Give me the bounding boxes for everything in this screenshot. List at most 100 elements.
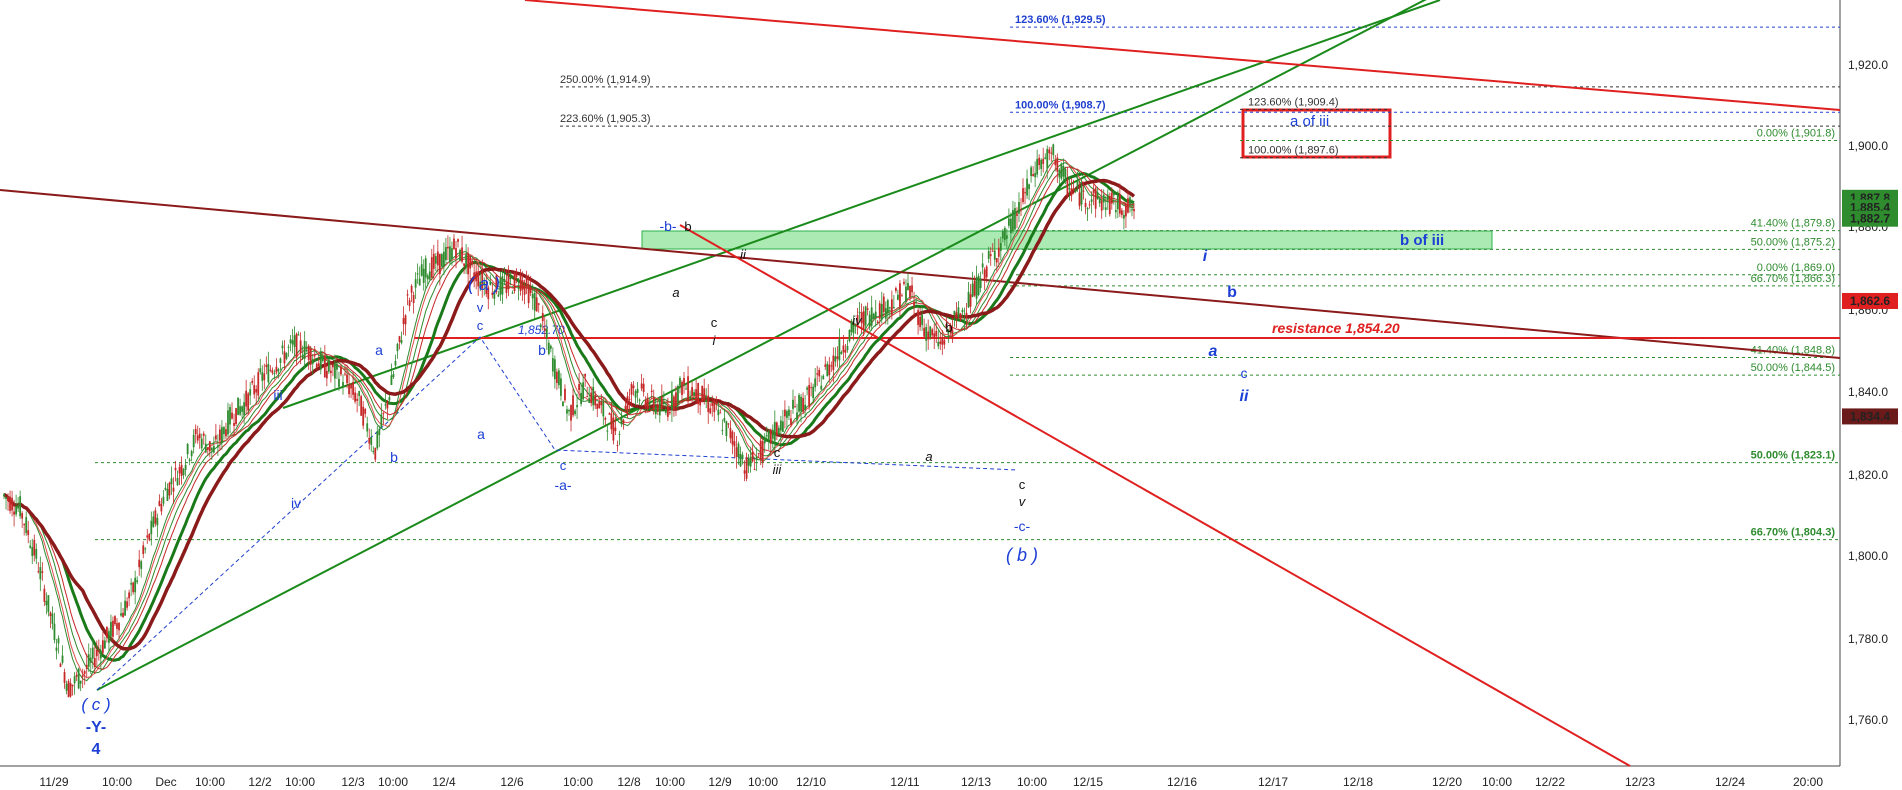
channel-lower-line xyxy=(96,0,1427,691)
candle-body xyxy=(1110,192,1113,204)
candle-body xyxy=(979,279,982,289)
candle-body xyxy=(1120,210,1123,215)
candle-body xyxy=(1018,202,1020,214)
candle-body xyxy=(449,246,451,263)
x-tick-label: 12/3 xyxy=(341,775,365,789)
a-of-iii-zone xyxy=(1241,108,1392,159)
candle-body xyxy=(872,313,875,320)
candle-body xyxy=(364,409,367,414)
candle-body xyxy=(668,412,671,414)
candle-body xyxy=(679,377,681,386)
x-tick-label: 12/18 xyxy=(1343,775,1373,789)
candle-body xyxy=(376,431,379,449)
candle-body xyxy=(406,294,409,296)
candle-body xyxy=(63,672,66,683)
candle-body xyxy=(382,412,385,414)
candle-body xyxy=(434,256,437,264)
candle-body xyxy=(675,392,677,406)
x-tick-label: 12/2 xyxy=(248,775,272,789)
candle-body xyxy=(5,497,7,499)
candle-body xyxy=(384,404,387,406)
wave-label: c xyxy=(774,445,781,460)
candle-body xyxy=(299,340,302,353)
candle-body xyxy=(1024,192,1026,194)
moving-averages xyxy=(2,158,1136,682)
candle-body xyxy=(223,427,225,435)
candle-body xyxy=(138,559,141,568)
fib-level-label: 66.70% (1,804.3) xyxy=(1751,527,1836,539)
candle-body xyxy=(1074,188,1077,192)
candle-body xyxy=(523,285,526,295)
x-tick-label: 12/15 xyxy=(1073,775,1103,789)
candle-body xyxy=(862,311,865,330)
candle-body xyxy=(662,401,665,405)
fib-level-label: 123.60% (1,909.4) xyxy=(1248,96,1339,108)
candle-body xyxy=(29,545,32,548)
candle-body xyxy=(414,279,417,288)
candle-body xyxy=(749,456,752,467)
candle-body xyxy=(85,664,88,669)
candle-body xyxy=(118,622,120,631)
candle-body xyxy=(771,429,774,439)
candle-body xyxy=(263,373,266,381)
a-of-iii-label: a of iii xyxy=(1290,113,1329,130)
candle-body xyxy=(420,264,423,276)
candle-body xyxy=(953,310,956,315)
wave-label: b xyxy=(945,320,952,335)
candle-body xyxy=(882,296,885,312)
candle-body xyxy=(293,335,296,347)
candle-body xyxy=(1116,195,1119,210)
candle-body xyxy=(200,438,203,449)
candle-body xyxy=(931,329,934,336)
y-tick-label: 1,760.0 xyxy=(1848,713,1888,727)
candle-body xyxy=(356,398,359,401)
candle-body xyxy=(475,271,478,282)
candle-body xyxy=(751,451,754,462)
candle-body xyxy=(430,257,433,278)
candle-body xyxy=(592,386,595,406)
candle-body xyxy=(471,260,474,265)
candle-body xyxy=(398,336,401,342)
candle-body xyxy=(1032,174,1035,177)
candle-body xyxy=(11,497,13,511)
price-label-box xyxy=(1842,408,1898,425)
candle-body xyxy=(505,282,508,293)
candle-body xyxy=(79,680,82,684)
x-tick-label: 10:00 xyxy=(378,775,408,789)
candle-body xyxy=(753,469,756,471)
candle-body xyxy=(987,250,990,259)
candle-body xyxy=(15,506,18,515)
candle-body xyxy=(59,663,62,667)
candle-body xyxy=(432,253,435,269)
candle-body xyxy=(707,395,710,412)
wave-label: -Y- xyxy=(86,719,106,736)
candle-body xyxy=(725,421,728,437)
candle-body xyxy=(194,428,197,435)
candle-body xyxy=(301,355,304,359)
candle-body xyxy=(388,397,391,401)
candle-body xyxy=(549,345,552,349)
wave-label: ( b ) xyxy=(1006,545,1038,565)
candle-body xyxy=(214,435,217,440)
candle-body xyxy=(338,378,340,387)
candle-body xyxy=(35,548,38,559)
candle-body xyxy=(529,286,532,294)
candle-body xyxy=(666,405,669,417)
candle-body xyxy=(219,429,221,441)
candle-body xyxy=(899,283,901,308)
candle-body xyxy=(705,399,708,402)
x-tick-label: 12/22 xyxy=(1535,775,1565,789)
candle-body xyxy=(923,327,926,337)
moving-average-line xyxy=(2,178,1136,651)
candle-body xyxy=(965,312,968,317)
x-tick-label: 10:00 xyxy=(1482,775,1512,789)
candle-body xyxy=(212,445,215,453)
candle-body xyxy=(231,412,233,419)
candle-body xyxy=(614,427,617,432)
candle-body xyxy=(57,638,60,644)
candle-body xyxy=(461,247,463,262)
x-tick-label: 10:00 xyxy=(748,775,778,789)
candle-body xyxy=(108,631,110,643)
candle-body xyxy=(170,478,173,485)
candle-body xyxy=(499,278,502,295)
